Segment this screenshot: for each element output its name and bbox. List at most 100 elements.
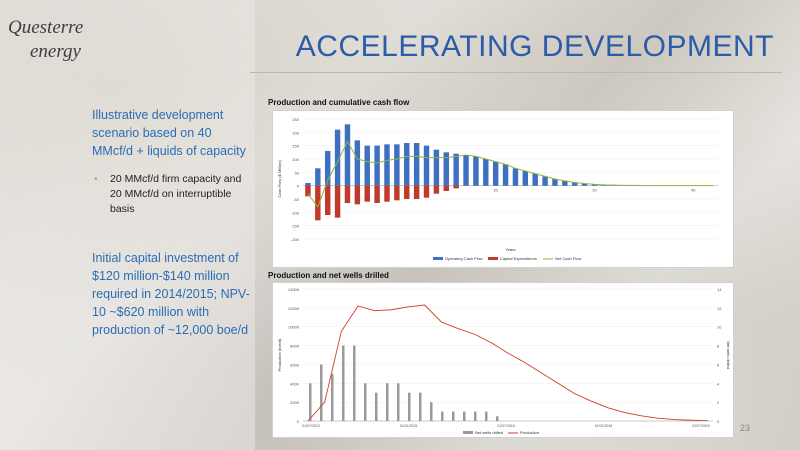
y-left-tick-label: 14000 (288, 287, 300, 292)
legend-label: Production (520, 430, 539, 435)
capex-bar (344, 185, 351, 203)
wells-bar (397, 383, 400, 421)
y-left-tick-label: 8000 (290, 344, 300, 349)
x-tick-label: 01/01/2018 (595, 424, 613, 428)
y-right-tick-label: 0 (717, 419, 720, 424)
y-tick-label: 250 (292, 117, 299, 122)
y-right-tick-label: 4 (717, 381, 720, 386)
wells-bar (408, 392, 411, 421)
chart2-box: 14000 12000 10000 8000 6000 4000 2000 0 14 12 10 8 6… (272, 282, 734, 438)
wells-bar (386, 383, 389, 421)
bullet-item: • 20 MMcf/d firm capacity and 20 MMcf/d … (92, 172, 252, 217)
x-tick-label: 10 (395, 188, 400, 193)
operating-cash-bar (364, 145, 370, 186)
capex-bar (404, 185, 410, 199)
operating-cash-bar (572, 182, 578, 186)
operating-cash-bar (413, 143, 420, 186)
operating-cash-bar (542, 176, 548, 186)
y-left-tick-label: 6000 (290, 362, 300, 367)
operating-cash-bar (492, 161, 499, 186)
capex-bar (315, 185, 321, 221)
capex-bar (334, 185, 341, 218)
y-left-tick-label: 12000 (288, 306, 300, 311)
operating-cash-bar (315, 168, 321, 186)
company-logo: Questerre energy (8, 16, 83, 64)
legend-label: Net wells drilled (475, 430, 503, 435)
y-tick-label: 50 (295, 170, 300, 175)
left-text-block: Illustrative development scenario based … (92, 106, 252, 339)
wells-bar (309, 383, 312, 421)
legend-swatch (463, 431, 473, 434)
wells-bar (320, 364, 323, 421)
operating-cash-bar (305, 183, 311, 186)
operating-cash-bar (423, 145, 430, 186)
operating-cash-bar (453, 153, 459, 186)
bullet-dot-icon: • (94, 173, 98, 185)
wells-bar (496, 416, 499, 421)
operating-cash-bar (443, 152, 449, 186)
y-right-tick-label: 2 (717, 400, 720, 405)
capex-bar (374, 185, 380, 203)
operating-cash-bar (404, 143, 410, 186)
wells-bar (474, 411, 477, 421)
wells-bar (430, 402, 433, 421)
scenario-paragraph: Illustrative development scenario based … (92, 108, 246, 158)
y-tick-label: -100 (291, 210, 300, 215)
page-number: 23 (739, 423, 750, 433)
net-cash-flow-line (307, 140, 714, 209)
y-tick-label: -50 (293, 197, 300, 202)
cash-flow-chart: 250 200 150 100 50 0 -50 -100 -150 -200 Cash Flow … (277, 117, 718, 261)
x-axis-label: Years (505, 247, 515, 252)
y-right-axis-label: Net wells drilled (726, 341, 731, 369)
operating-cash-bar (334, 129, 341, 186)
logo-line-1: Questerre (8, 17, 84, 38)
chart2-title: Production and net wells drilled (268, 271, 389, 280)
legend-label: Capital Expenditures (500, 256, 537, 261)
operating-cash-bar (354, 140, 361, 186)
operating-cash-bar (394, 144, 400, 186)
x-tick-label: 01/07/2016 (497, 424, 515, 428)
wells-bar (441, 411, 444, 421)
operating-cash-bar (433, 149, 440, 186)
y-tick-label: -150 (291, 224, 300, 229)
wells-bar (331, 373, 334, 421)
operating-cash-bar (374, 145, 380, 186)
wells-bar (463, 411, 466, 421)
wells-bar (419, 392, 422, 421)
operating-cash-bar (591, 184, 598, 186)
left-panel (0, 0, 255, 450)
operating-cash-bar (512, 168, 519, 186)
y-tick-label: 150 (292, 144, 299, 149)
operating-cash-bar (463, 155, 469, 186)
y-left-tick-label: 4000 (290, 381, 300, 386)
capex-bar (324, 185, 331, 215)
capex-bar (443, 185, 449, 191)
capex-bar (433, 185, 440, 194)
y-right-tick-label: 14 (717, 287, 722, 292)
y-right-tick-label: 8 (717, 344, 720, 349)
wells-bar (375, 392, 378, 421)
legend-label: Net Cash Flow (555, 256, 581, 261)
operating-cash-bar (502, 164, 509, 186)
production-line (307, 304, 709, 422)
y-tick-label: 200 (292, 130, 299, 135)
legend-swatch (433, 257, 443, 260)
legend-swatch (488, 257, 498, 260)
x-tick-label: 40 (691, 188, 696, 193)
legend-label: Operating Cash Flow (445, 256, 483, 261)
y-right-tick-label: 10 (717, 325, 722, 330)
wells-bar (485, 411, 488, 421)
capex-bar (305, 185, 311, 197)
x-tick-label: 30 (592, 188, 597, 193)
operating-cash-bar (384, 144, 390, 186)
bullet-text: 20 MMcf/d firm capacity and 20 MMcf/d on… (110, 173, 242, 215)
y-axis-label: Cash Flow ($ Million) (277, 160, 282, 198)
operating-cash-bar (552, 179, 558, 186)
x-tick-label: 01/01/2015 (400, 424, 418, 428)
operating-cash-bar (324, 151, 331, 186)
wells-bar (364, 383, 367, 421)
capex-bar (423, 185, 430, 198)
wells-bar (342, 345, 345, 421)
operating-cash-bar (581, 183, 588, 186)
chart1-box: 250 200 150 100 50 0 -50 -100 -150 -200 Cash Flow … (272, 110, 734, 268)
